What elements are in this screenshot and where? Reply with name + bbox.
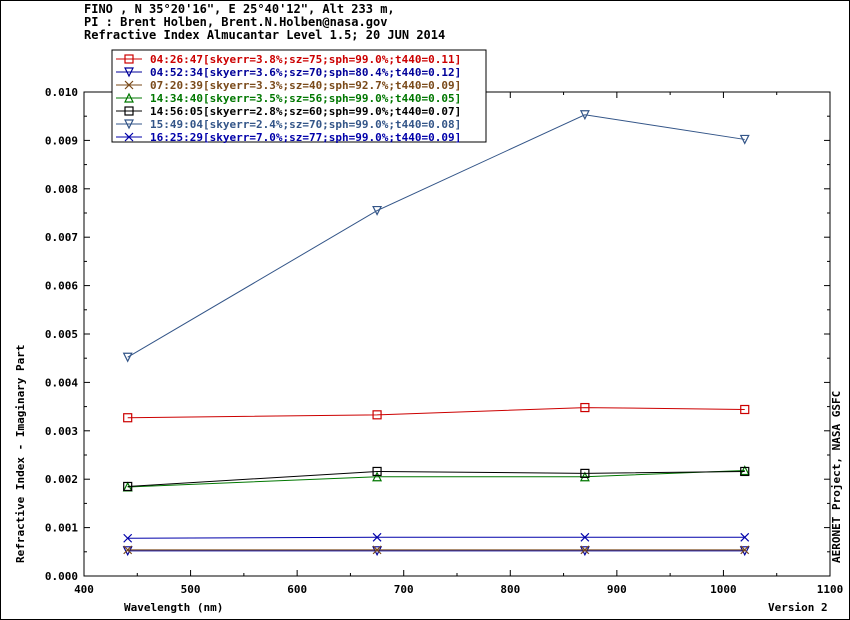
- header-line-2: PI : Brent Holben, Brent.N.Holben@nasa.g…: [84, 15, 387, 29]
- legend: 04:26:47[skyerr=3.8%;sz=75;sph=99.0%;t44…: [116, 53, 461, 144]
- plot-area: [83, 91, 831, 577]
- y-tick-label: 0.004: [45, 376, 78, 389]
- data-point-marker: [579, 471, 590, 482]
- legend-label: 16:25:29[skyerr=7.0%;sz=77;sph=99.0%;t44…: [150, 131, 461, 144]
- data-point-marker: [124, 119, 134, 130]
- data-point-marker: [372, 471, 383, 482]
- legend-entry: 14:34:40[skyerr=3.5%;sz=56;sph=99.0%;t44…: [116, 92, 461, 105]
- y-axis-label: Refractive Index - Imaginary Part: [14, 344, 27, 563]
- data-point-marker: [740, 466, 750, 477]
- series-5: [123, 466, 750, 492]
- legend-label: 14:34:40[skyerr=3.5%;sz=56;sph=99.0%;t44…: [150, 92, 461, 105]
- legend-label: 15:49:04[skyerr=2.4%;sz=70;sph=99.0%;t44…: [150, 118, 461, 131]
- series-layer: [122, 110, 750, 557]
- data-point-marker: [122, 546, 133, 557]
- x-tick-label: 1100: [817, 583, 844, 596]
- version-label: Version 2: [768, 601, 828, 614]
- y-tick-label: 0.002: [45, 473, 78, 486]
- data-point-marker: [372, 410, 382, 420]
- x-tick-label: 700: [394, 583, 414, 596]
- legend-label: 04:26:47[skyerr=3.8%;sz=75;sph=99.0%;t44…: [150, 53, 461, 66]
- y-tick-label: 0.010: [45, 86, 78, 99]
- legend-entry: 07:20:39[skyerr=3.3%;sz=40;sph=92.7%;t44…: [116, 79, 461, 92]
- y-tick-label: 0.006: [45, 280, 78, 293]
- y-tick-label: 0.007: [45, 231, 78, 244]
- series-3: [123, 545, 750, 555]
- data-point-marker: [372, 205, 383, 216]
- legend-entry: 16:25:29[skyerr=7.0%;sz=77;sph=99.0%;t44…: [116, 131, 461, 144]
- series-line: [127, 407, 745, 419]
- legend-entry: 15:49:04[skyerr=2.4%;sz=70;sph=99.0%;t44…: [116, 118, 461, 131]
- data-point-marker: [122, 352, 133, 363]
- data-point-marker: [740, 404, 750, 415]
- data-point-marker: [372, 545, 382, 555]
- legend-entry: 04:52:34[skyerr=3.6%;sz=70;sph=80.4%;t44…: [116, 66, 461, 79]
- y-tick-label: 0.001: [45, 522, 78, 535]
- legend-entry: 04:26:47[skyerr=3.8%;sz=75;sph=99.0%;t44…: [116, 53, 461, 66]
- header-line-1: FINO , N 35°20'16", E 25°40'12", Alt 233…: [84, 2, 395, 16]
- y-tick-label: 0.003: [45, 425, 78, 438]
- data-point-marker: [579, 110, 590, 121]
- y-tick-label: 0.009: [45, 134, 78, 147]
- data-point-marker: [124, 132, 134, 142]
- x-axis: 400 500 600 700 800 900 1000 1100: [74, 92, 843, 596]
- x-tick-label: 900: [607, 583, 627, 596]
- data-point-marker: [579, 546, 590, 557]
- data-point-marker: [124, 80, 134, 90]
- series-7: [123, 532, 750, 543]
- series-line: [127, 536, 745, 539]
- series-1: [123, 402, 750, 423]
- data-point-marker: [372, 466, 382, 477]
- x-tick-label: 1000: [710, 583, 737, 596]
- y-axis: 0.000 0.001 0.002 0.003 0.004 0.005 0.006 0.007…: [45, 86, 830, 583]
- side-note: AERONET Project, NASA GSFC: [830, 391, 843, 563]
- legend-entry: 14:56:05[skyerr=2.8%;sz=60;sph=99.0%;t44…: [116, 105, 461, 118]
- data-point-marker: [739, 134, 750, 145]
- series-line: [127, 114, 745, 358]
- series-line: [127, 469, 745, 488]
- data-point-marker: [124, 92, 134, 103]
- data-point-marker: [123, 533, 133, 543]
- data-point-marker: [739, 465, 750, 476]
- series-6: [122, 110, 750, 363]
- data-point-marker: [739, 546, 750, 557]
- series-4: [122, 465, 750, 492]
- data-point-marker: [372, 532, 382, 542]
- x-axis-label: Wavelength (nm): [124, 601, 223, 614]
- data-point-marker: [124, 54, 134, 64]
- data-point-marker: [580, 532, 590, 542]
- data-point-marker: [372, 546, 383, 557]
- x-tick-label: 800: [500, 583, 520, 596]
- data-point-marker: [740, 532, 750, 542]
- data-point-marker: [123, 481, 133, 492]
- y-tick-label: 0.000: [45, 570, 78, 583]
- legend-box: [111, 49, 487, 143]
- data-point-marker: [123, 545, 133, 555]
- data-point-marker: [124, 67, 134, 78]
- legend-label: 14:56:05[skyerr=2.8%;sz=60;sph=99.0%;t44…: [150, 105, 461, 118]
- x-tick-label: 600: [287, 583, 307, 596]
- x-tick-label: 500: [181, 583, 201, 596]
- series-line: [127, 470, 745, 487]
- legend-label: 04:52:34[skyerr=3.6%;sz=70;sph=80.4%;t44…: [150, 66, 461, 79]
- x-tick-label: 400: [74, 583, 94, 596]
- y-tick-label: 0.005: [45, 328, 78, 341]
- data-point-marker: [124, 106, 134, 116]
- header-line-3: Refractive Index Almucantar Level 1.5; 2…: [84, 28, 445, 42]
- data-point-marker: [580, 402, 590, 413]
- data-point-marker: [580, 468, 590, 478]
- data-point-marker: [123, 413, 133, 423]
- data-point-marker: [580, 545, 590, 555]
- y-tick-label: 0.008: [45, 183, 78, 196]
- data-point-marker: [740, 545, 750, 555]
- series-2: [122, 546, 750, 557]
- legend-label: 07:20:39[skyerr=3.3%;sz=40;sph=92.7%;t44…: [150, 79, 461, 92]
